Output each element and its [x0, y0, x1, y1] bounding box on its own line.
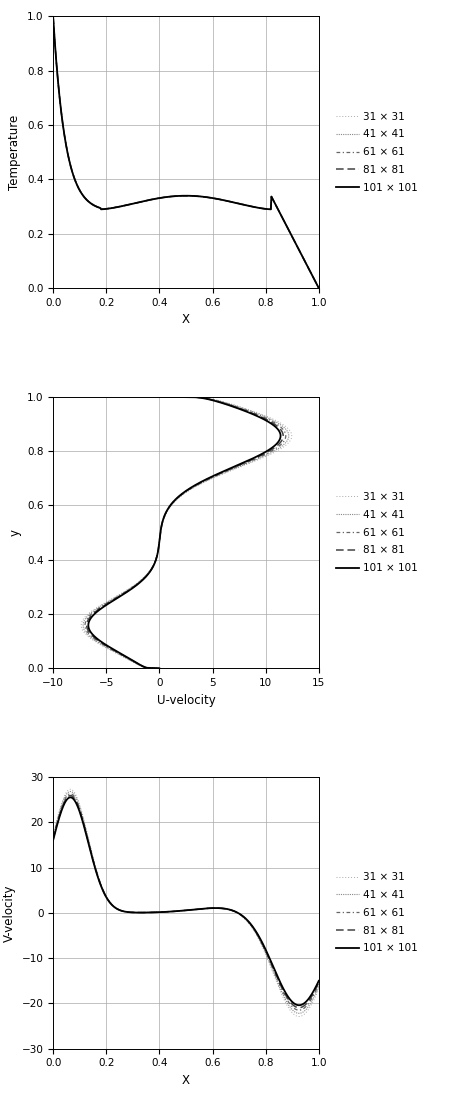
Y-axis label: Temperature: Temperature: [8, 114, 21, 190]
Y-axis label: y: y: [8, 529, 21, 536]
X-axis label: X: X: [182, 313, 190, 326]
Legend: 31 × 31, 41 × 41, 61 × 61, 81 × 81, 101 × 101: 31 × 31, 41 × 41, 61 × 61, 81 × 81, 101 …: [332, 869, 422, 957]
X-axis label: X: X: [182, 1074, 190, 1087]
X-axis label: U-velocity: U-velocity: [157, 694, 215, 707]
Legend: 31 × 31, 41 × 41, 61 × 61, 81 × 81, 101 × 101: 31 × 31, 41 × 41, 61 × 61, 81 × 81, 101 …: [332, 488, 422, 578]
Y-axis label: V-velocity: V-velocity: [3, 884, 16, 941]
Legend: 31 × 31, 41 × 41, 61 × 61, 81 × 81, 101 × 101: 31 × 31, 41 × 41, 61 × 61, 81 × 81, 101 …: [332, 108, 422, 197]
